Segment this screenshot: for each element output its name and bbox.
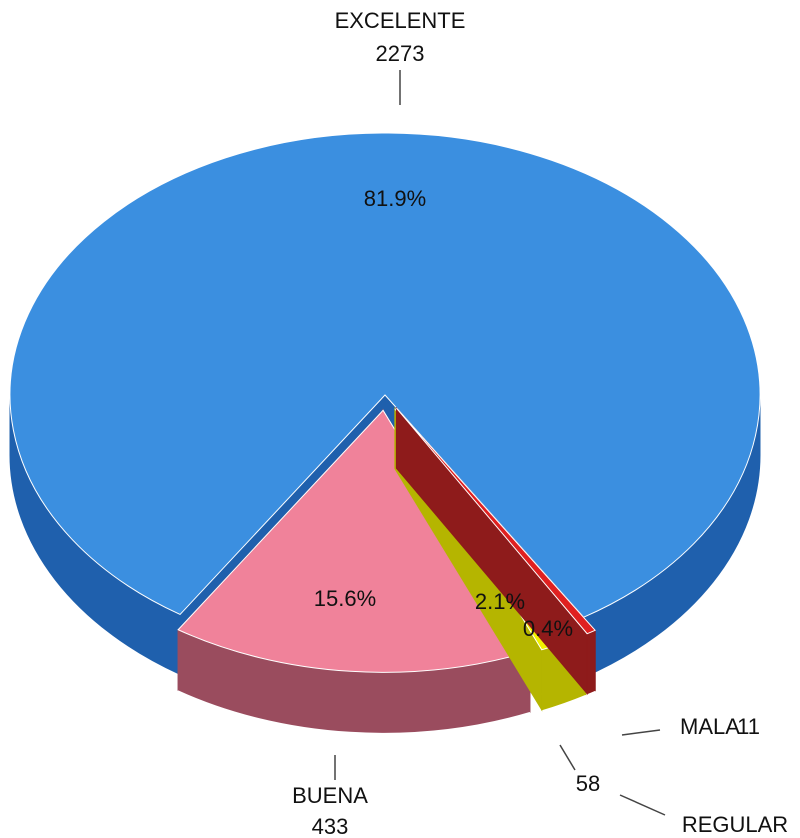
value-label: 58 (576, 771, 600, 796)
leader-line (559, 744, 576, 771)
slice (395, 406, 596, 696)
leader-line (619, 794, 666, 816)
percent-label: 2.1% (475, 589, 525, 614)
category-label: BUENA (292, 783, 368, 808)
value-label: 11 (737, 714, 760, 739)
slice-top (396, 407, 596, 635)
value-label: 433 (312, 814, 349, 838)
category-label: REGULAR (682, 812, 788, 837)
percent-label: 15.6% (314, 586, 376, 611)
slice-top (9, 132, 761, 618)
leader-line (621, 729, 661, 736)
percent-label: 0.4% (523, 616, 573, 641)
labels: 81.9% EXCELENTE 2273 15.6% BUENA 433 2.1% REGUL… (292, 8, 788, 838)
category-label: EXCELENTE (335, 8, 466, 33)
pie (9, 132, 761, 733)
slice-side (586, 629, 596, 695)
percent-label: 81.9% (364, 186, 426, 211)
leaders (334, 70, 666, 816)
slice-top (177, 409, 531, 673)
category-label: MALA (680, 714, 740, 739)
value-label: 2273 (376, 41, 425, 66)
